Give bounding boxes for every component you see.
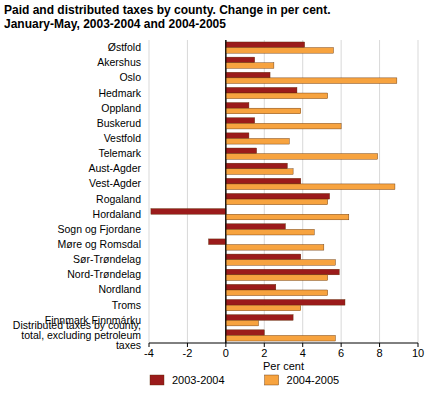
category-label: Oslo (119, 71, 141, 83)
tick-label: 4 (300, 347, 306, 359)
grid-line (225, 40, 226, 343)
bar (209, 239, 226, 245)
bar (226, 305, 301, 311)
bars (151, 42, 397, 341)
bar (226, 193, 330, 199)
legend-swatch (150, 375, 164, 385)
bar (151, 209, 226, 215)
bar (226, 224, 286, 230)
bar (226, 87, 297, 93)
grid-line (264, 40, 265, 343)
bar (226, 290, 328, 296)
grid-line (149, 40, 150, 343)
bar (226, 78, 397, 84)
grid-line (187, 40, 188, 343)
category-label: Nordland (98, 283, 141, 295)
bar (226, 108, 301, 114)
category-label: Møre og Romsdal (58, 238, 141, 250)
bar (226, 275, 328, 281)
grid-line (379, 40, 380, 343)
category-label: Sør-Trøndelag (73, 253, 141, 265)
x-axis (149, 343, 418, 344)
grid-line (418, 40, 419, 343)
tick-label: -2 (183, 347, 193, 359)
grid-line (341, 40, 342, 343)
category-label: Telemark (98, 147, 141, 159)
chart: Paid and distributed taxes by county. Ch… (0, 0, 426, 393)
bar (226, 184, 395, 190)
tick-label: 2 (261, 347, 267, 359)
category-label: Østfold (108, 41, 141, 53)
category-label: Sogn og Fjordane (58, 223, 142, 235)
legend-swatch (265, 375, 279, 385)
axis-label: Per cent (263, 360, 304, 372)
tick-label: 6 (338, 347, 344, 359)
bar (226, 138, 289, 144)
legend: 2003-2004 2004-2005 (150, 374, 339, 386)
bar (226, 254, 301, 260)
category-label: Nord-Trøndelag (67, 268, 141, 280)
category-label: Vestfold (104, 132, 142, 144)
legend-label: 2004-2005 (287, 374, 340, 386)
category-label: Aust-Agder (88, 162, 141, 174)
bar (226, 48, 334, 54)
zero-line (225, 40, 226, 343)
bar (226, 229, 314, 235)
grid (149, 40, 418, 347)
bar (226, 133, 249, 139)
bar (226, 335, 336, 341)
tick-label: 8 (377, 347, 383, 359)
tick-label: -4 (144, 347, 154, 359)
bar (226, 148, 257, 154)
bar (226, 169, 293, 175)
bar (226, 245, 324, 251)
bar (226, 199, 328, 205)
bar (226, 163, 287, 169)
title: Paid and distributed taxes by county. Ch… (4, 3, 331, 31)
category-label: Oppland (101, 102, 141, 114)
bar (226, 57, 255, 63)
bar (226, 72, 270, 78)
bar (226, 63, 274, 69)
tick-label: 0 (223, 347, 229, 359)
category-label: Hordaland (93, 208, 142, 220)
bar (226, 103, 249, 109)
bar (226, 260, 336, 266)
tick-label: 10 (412, 347, 424, 359)
bar (226, 154, 378, 160)
bar (226, 320, 259, 326)
category-label: Akershus (97, 56, 141, 68)
category-label: Rogaland (96, 193, 141, 205)
bar (226, 123, 341, 129)
bar (226, 214, 349, 220)
bar (226, 42, 305, 48)
category-label: Distributed taxes by county,total, exclu… (13, 319, 141, 351)
bar (226, 269, 339, 275)
category-label: Troms (112, 299, 141, 311)
bar (226, 315, 293, 321)
legend-label: 2003-2004 (172, 374, 225, 386)
bar (226, 284, 276, 290)
bar (226, 300, 345, 306)
category-label: Buskerud (97, 117, 142, 129)
bar (226, 330, 264, 336)
bar (226, 93, 328, 99)
category-label: Vest-Agder (89, 177, 141, 189)
bar (226, 118, 255, 124)
category-label: Hedmark (98, 87, 141, 99)
bar (226, 178, 301, 184)
grid-line (302, 40, 303, 343)
